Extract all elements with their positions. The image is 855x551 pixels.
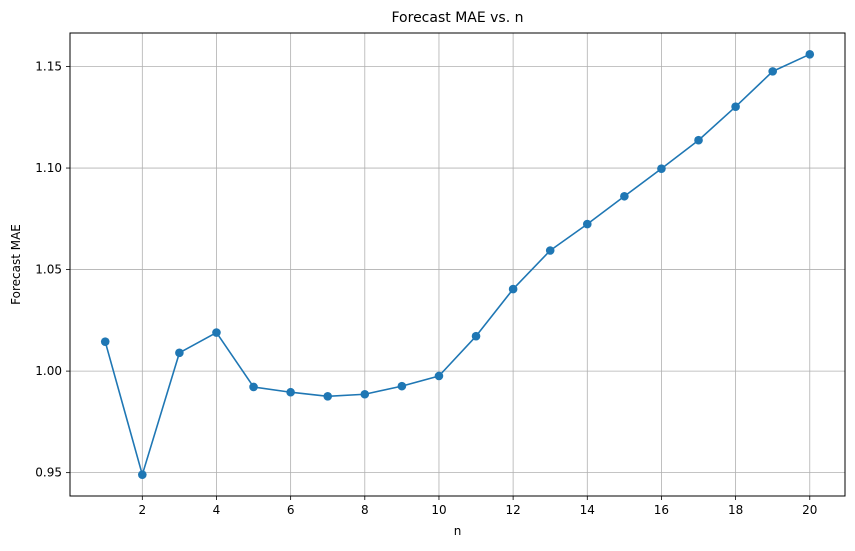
data-point xyxy=(286,387,295,397)
data-point xyxy=(620,191,629,201)
data-point xyxy=(175,348,184,358)
x-tick-label: 20 xyxy=(802,503,817,517)
data-point xyxy=(471,331,481,341)
data-point xyxy=(508,284,518,294)
series-line xyxy=(104,53,811,476)
y-tick-label: 1.10 xyxy=(35,161,62,175)
x-tick-label: 16 xyxy=(654,503,669,517)
x-tick-label: 18 xyxy=(728,503,743,517)
data-point xyxy=(323,391,333,401)
data-point xyxy=(805,50,815,59)
data-point xyxy=(657,164,666,173)
data-point xyxy=(768,67,777,76)
x-tick-label: 2 xyxy=(138,503,146,517)
data-point xyxy=(582,219,592,229)
data-point xyxy=(138,470,147,479)
plot-frame xyxy=(69,32,846,497)
y-tick-label: 1.05 xyxy=(35,263,62,277)
x-tick-label: 6 xyxy=(287,503,295,517)
x-tick-label: 12 xyxy=(505,503,520,517)
data-point xyxy=(212,328,221,337)
grid xyxy=(70,33,845,496)
y-tick-label: 1.00 xyxy=(35,364,62,378)
x-tick-label: 4 xyxy=(213,503,221,517)
data-point xyxy=(249,382,258,392)
x-axis-label: n xyxy=(454,524,462,538)
data-point xyxy=(100,337,110,346)
data-point xyxy=(360,389,370,399)
data-point xyxy=(731,102,740,112)
data-point xyxy=(434,371,444,381)
x-tick-label: 14 xyxy=(580,503,595,517)
chart-title: Forecast MAE vs. n xyxy=(392,10,524,26)
x-tick-label: 8 xyxy=(361,503,369,517)
data-point xyxy=(397,381,407,391)
series-layer xyxy=(100,50,815,479)
y-tick-label: 0.95 xyxy=(35,466,62,480)
data-point xyxy=(545,246,555,255)
data-point xyxy=(694,135,703,145)
y-axis-label: Forecast MAE xyxy=(9,224,23,305)
y-tick-label: 1.15 xyxy=(35,60,62,74)
ticks: 2 4 6 8 10 12 14 16 18 20 0.95 1.00 1.05 1.10 1.15 xyxy=(35,60,817,517)
x-tick-label: 10 xyxy=(431,503,446,517)
